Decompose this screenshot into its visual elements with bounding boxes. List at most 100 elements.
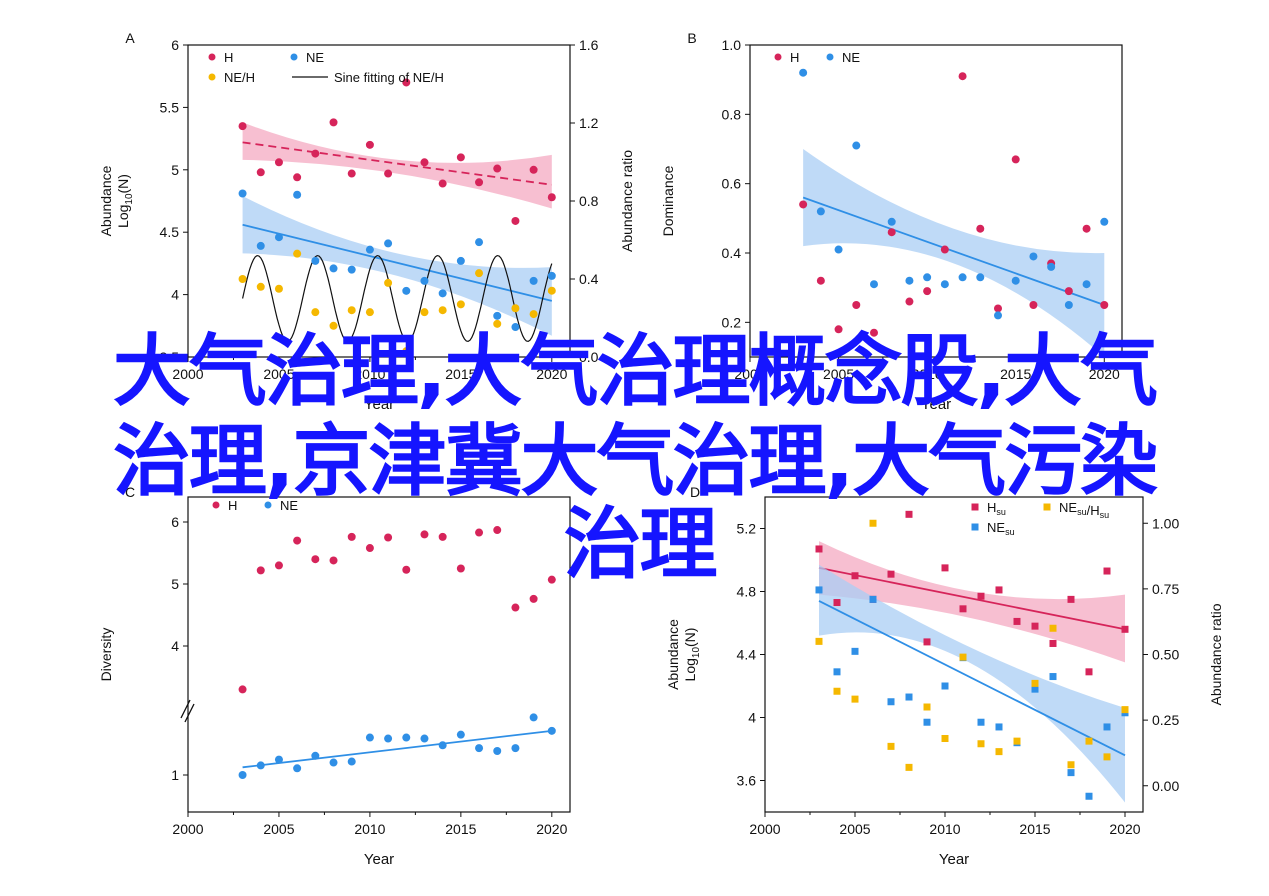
panel-A-y2tick-label: 1.2: [579, 115, 599, 131]
panel-A-point-NE: [456, 256, 465, 265]
panel-B-fit-line-NE: [802, 196, 1105, 306]
panel-D-fit-line-NEsu: [818, 600, 1126, 757]
panel-A-point-H: [529, 165, 538, 174]
panel-A-ylabel: Abundance: [98, 165, 114, 236]
panel-D-ytick-label: 5.2: [737, 521, 757, 537]
panel-C-point-NE: [256, 761, 265, 770]
panel-D-ylabel: Abundance: [665, 619, 681, 690]
panel-C-point-H: [256, 566, 265, 575]
panel-D-point-NEsu/Hsu: [1013, 737, 1021, 745]
panel-C-ytick-label: 1: [171, 767, 179, 783]
panel-C-point-H: [438, 532, 447, 541]
panel-A-xtick-label: 2000: [172, 366, 203, 382]
panel-C-point-H: [529, 594, 538, 603]
panel-D-y2tick-label: 1.00: [1152, 515, 1179, 531]
panel-C-point-H: [238, 685, 247, 694]
panel-C-xtick-label: 2010: [354, 821, 385, 837]
panel-D-point-NEsu: [887, 698, 895, 706]
panel-D-point-Hsu: [1013, 617, 1021, 625]
panel-C-letter: C: [125, 484, 135, 500]
panel-D-ytick-label: 4.4: [737, 647, 757, 663]
panel-D-point-Hsu: [1085, 668, 1093, 676]
panel-A-point-H: [384, 169, 393, 178]
panel-A-ytick-label: 4: [171, 287, 179, 303]
panel-C-ylabel: Diversity: [98, 628, 114, 682]
panel-C-point-H: [311, 555, 320, 564]
panel-D-point-NEsu: [851, 647, 859, 655]
panel-B-point-H: [1011, 155, 1020, 164]
panel-D-point-NEsu: [995, 723, 1003, 731]
panel-C-point-H: [293, 536, 302, 545]
panel-D-point-NEsu/Hsu: [977, 740, 985, 748]
panel-B-point-NE: [870, 280, 878, 289]
panel-A-point-H: [274, 158, 283, 167]
overlay-title-line-1: 大气治理,大气治理概念股,大气: [112, 327, 1158, 417]
panel-D-point-NEsu/Hsu: [923, 703, 931, 711]
panel-C-point-H: [384, 533, 393, 542]
panel-A-point-NE: [475, 238, 484, 247]
panel-A-point-H: [438, 179, 447, 188]
panel-A-point-NE: [329, 264, 338, 273]
panel-A-y2tick-label: 0.0: [579, 349, 599, 365]
panel-A-point-H: [493, 164, 502, 173]
panel-D-legend-label: NEsu/Hsu: [1059, 500, 1109, 520]
panel-C-point-NE: [529, 713, 538, 722]
panel-A-point-NE/H: [311, 308, 320, 317]
panel-C-xtick-label: 2005: [263, 821, 294, 837]
panel-D-point-Hsu: [995, 586, 1003, 594]
panel-D-point-NEsu: [1049, 673, 1057, 681]
legend-B-swatch-H: [774, 53, 782, 61]
panel-A-point-NE/H: [238, 275, 247, 283]
panel-D-point-NEsu/Hsu: [869, 519, 877, 527]
panel-D-point-Hsu: [923, 638, 931, 646]
panel-B-point-H: [816, 276, 825, 285]
panel-A-y2label: Abundance ratio: [619, 150, 635, 252]
panel-C-point-NE: [547, 726, 556, 735]
panel-A-point-NE: [547, 271, 556, 280]
panel-B-ytick-label: 0.8: [722, 106, 742, 122]
panel-C-axis-break: [180, 699, 191, 719]
panel-B-legend-label: NE: [842, 50, 860, 65]
panel-D-point-NEsu/Hsu: [1085, 737, 1093, 745]
panel-D-point-NEsu: [833, 668, 841, 676]
panel-B-point-NE: [1064, 301, 1073, 309]
panel-B-point-NE: [976, 273, 985, 282]
panel-A-point-H: [365, 140, 374, 149]
panel-B-point-H: [940, 245, 949, 254]
panel-A-point-H: [475, 178, 484, 187]
panel-A-point-NE: [238, 189, 247, 198]
panel-D-point-Hsu: [815, 545, 823, 553]
panel-A-ylabel2: Log10(N): [115, 174, 135, 228]
panel-C-fit-line-NE: [242, 729, 552, 769]
panel-D-xtick-label: 2005: [839, 821, 870, 837]
panel-D-point-Hsu: [833, 599, 841, 607]
panel-C-point-NE: [311, 751, 320, 760]
panel-D-point-NEsu/Hsu: [851, 695, 859, 703]
panel-B-point-H: [958, 72, 967, 81]
panel-B-point-NE: [799, 68, 808, 77]
panel-C-point-H: [347, 532, 356, 541]
panel-D-xlabel: Year: [939, 851, 969, 868]
panel-D-point-Hsu: [887, 570, 895, 578]
panel-C-ytick-label: 4: [171, 638, 179, 654]
panel-D-point-Hsu: [941, 564, 949, 572]
panel-A-legend-label: NE: [306, 50, 324, 65]
panel-A-fit-line-NE: [242, 223, 553, 302]
legend-A-swatch-H: [208, 53, 216, 61]
panel-D-point-NEsu/Hsu: [905, 763, 913, 771]
panel-B-letter: B: [687, 30, 696, 46]
panel-A-point-NE/H: [347, 306, 356, 315]
panel-B-xtick-label: 2015: [1000, 366, 1031, 382]
panel-D-ytick-label: 3.6: [737, 773, 757, 789]
panel-A-point-NE/H: [547, 286, 556, 295]
panel-D-y2tick-label: 0.00: [1152, 778, 1179, 794]
panel-C-xtick-label: 2000: [172, 821, 203, 837]
panel-B-point-NE: [1029, 252, 1038, 261]
panel-A-point-H: [293, 173, 302, 182]
panel-D-ylabel2: Log10(N): [682, 628, 702, 682]
panel-D-point-NEsu/Hsu: [1103, 753, 1111, 761]
panel-A-point-NE/H: [529, 310, 538, 319]
panel-B-frame: [749, 44, 1123, 358]
panel-B-point-H: [1064, 287, 1073, 296]
panel-A-point-NE/H: [256, 282, 265, 291]
